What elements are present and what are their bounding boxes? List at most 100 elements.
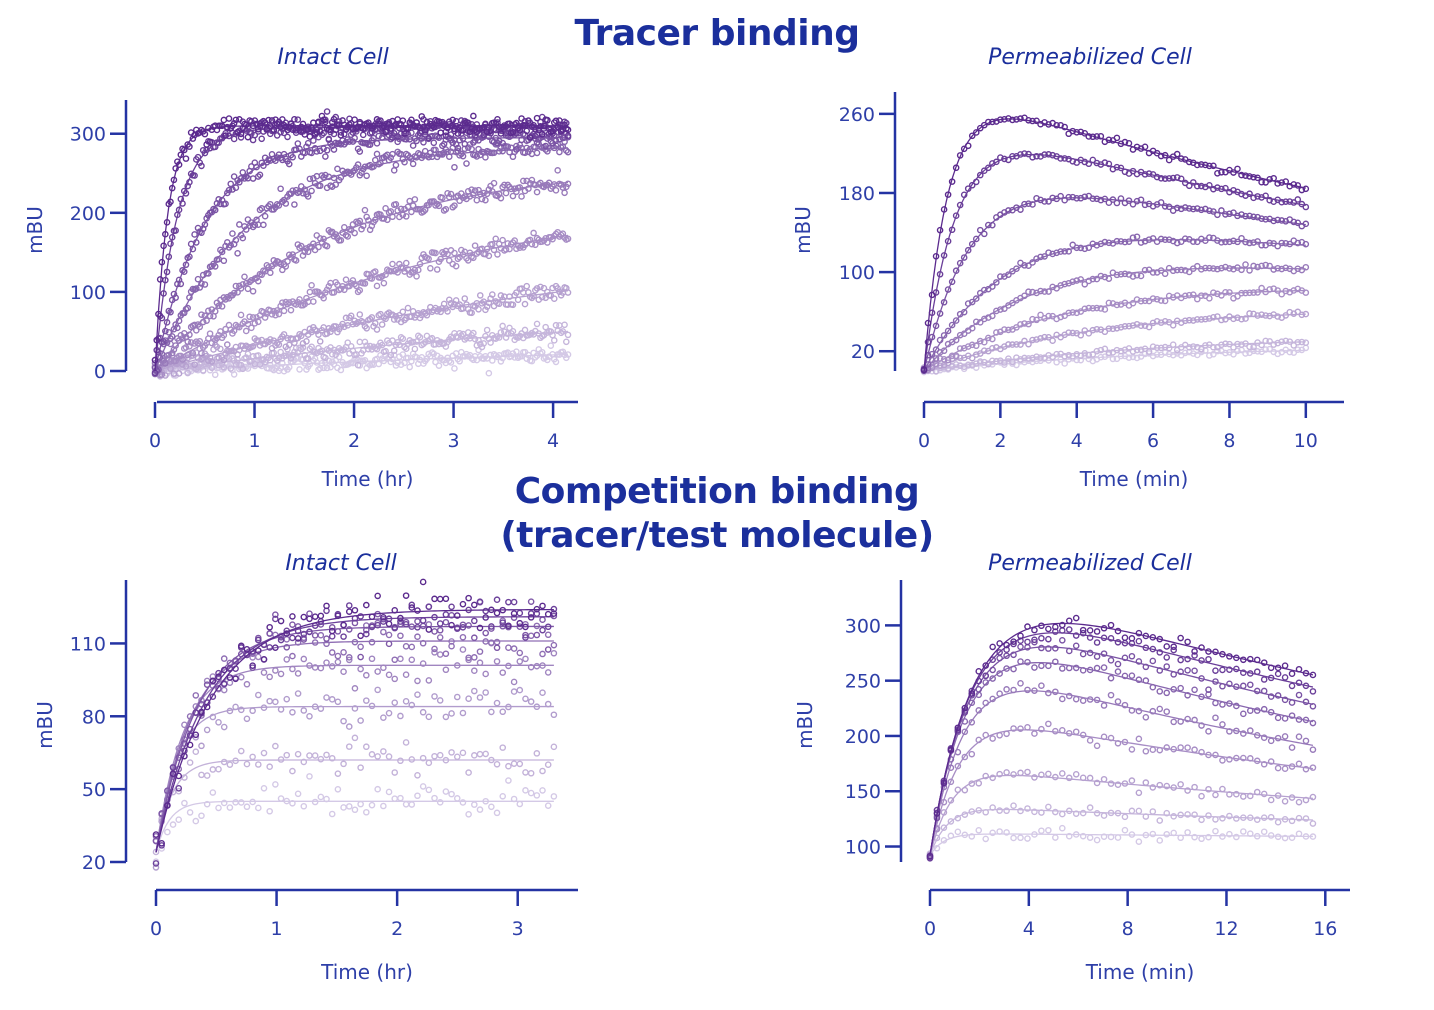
comp-perm-point <box>1260 734 1268 742</box>
comp-intact-point <box>351 734 359 742</box>
comp-perm-point <box>1107 780 1115 787</box>
tracer-perm-point <box>1238 234 1245 242</box>
tracer-intact-point <box>390 167 398 174</box>
tracer-perm-point <box>1085 133 1093 140</box>
comp-perm-point <box>1058 665 1066 672</box>
comp-perm-point <box>1184 691 1191 699</box>
tracer-intact-point <box>504 330 512 338</box>
tracer-perm-point <box>1153 318 1161 325</box>
tracer-perm-point <box>1149 343 1157 350</box>
tracer-intact-point <box>430 139 438 147</box>
tracer-intact-point <box>206 330 214 337</box>
tracer-intact-point <box>303 337 310 345</box>
comp-intact-point <box>476 598 484 605</box>
comp-intact-point <box>266 630 273 637</box>
tracer-intact-point <box>421 131 429 138</box>
comp-intact-point <box>431 645 438 653</box>
tracer-intact-point <box>516 127 524 134</box>
tracer-intact-point <box>509 128 517 136</box>
comp-perm-point <box>1142 713 1150 721</box>
tracer-intact-point <box>533 285 541 292</box>
tracer-intact-point <box>532 241 539 249</box>
comp-intact-y-tick-label: 20 <box>82 852 106 874</box>
comp-perm-point <box>1302 765 1310 773</box>
tracer-intact-point <box>444 308 451 315</box>
tracer-intact-point <box>499 139 506 147</box>
tracer-perm-fit-line <box>923 349 1306 372</box>
comp-perm-point <box>1121 634 1129 642</box>
tracer-perm-point <box>1053 249 1060 257</box>
comp-intact-point <box>448 621 455 629</box>
comp-intact-point <box>289 767 296 775</box>
comp-perm-y-tick-label: 200 <box>845 726 881 748</box>
tracer-intact-point <box>344 233 352 240</box>
tracer-perm-point <box>952 212 960 219</box>
comp-intact-point <box>260 669 268 676</box>
comp-intact-point <box>328 810 336 818</box>
comp-intact-point <box>152 860 160 867</box>
tracer-perm-point <box>1125 354 1133 361</box>
comp-intact-point <box>448 603 455 611</box>
comp-intact-point <box>209 677 217 685</box>
tracer-perm-point <box>1206 295 1213 302</box>
tracer-intact-point <box>542 146 549 153</box>
comp-intact-point <box>306 713 313 720</box>
tracer-intact-point <box>380 279 388 287</box>
comp-intact-point <box>266 807 273 815</box>
comp-perm-point <box>1072 695 1080 703</box>
tracer-intact-x-tick-label: 0 <box>149 430 161 452</box>
comp-intact-point <box>345 602 353 609</box>
comp-intact-point <box>277 795 285 802</box>
comp-perm-point <box>1017 807 1024 815</box>
comp-perm-point <box>1226 756 1233 763</box>
tracer-intact-point <box>179 200 186 207</box>
tracer-intact-point <box>487 127 494 135</box>
comp-intact-point <box>522 655 529 663</box>
comp-perm-point <box>1288 744 1296 751</box>
tracer-intact-point <box>237 311 245 319</box>
tracer-perm-point <box>1005 355 1012 362</box>
comp-intact-point <box>436 620 444 627</box>
tracer-perm-point <box>1302 203 1310 211</box>
tracer-intact-x-tick-label: 4 <box>547 430 559 452</box>
comp-intact-point <box>255 691 262 699</box>
comp-intact-point <box>544 610 552 618</box>
tracer-intact-point <box>473 196 481 204</box>
tracer-perm-point <box>1061 360 1068 367</box>
comp-intact-point <box>368 751 376 758</box>
comp-perm-point <box>1191 811 1198 818</box>
comp-intact-point <box>243 760 251 768</box>
comp-perm-point <box>1045 635 1052 643</box>
comp-perm-point <box>1003 769 1010 776</box>
tracer-intact-point <box>382 128 389 136</box>
comp-perm-point <box>1079 809 1087 817</box>
tracer-intact-point <box>215 302 222 310</box>
comp-intact-point <box>374 621 381 629</box>
comp-perm-point <box>1281 834 1289 842</box>
tracer-intact-point <box>296 145 303 153</box>
tracer-intact-point <box>217 345 224 353</box>
comp-intact-x-tick-label: 3 <box>512 918 524 940</box>
comp-intact-point <box>385 709 393 717</box>
tracer-intact-point <box>471 335 479 343</box>
tracer-perm-series-4 <box>920 233 1310 374</box>
comp-perm-point <box>1093 653 1101 660</box>
comp-intact-point <box>510 614 518 621</box>
tracer-intact-point <box>414 266 422 274</box>
comp-perm-point <box>1045 662 1052 670</box>
tracer-intact-point <box>363 213 370 221</box>
tracer-perm-point <box>1021 150 1028 157</box>
comp-intact-point <box>328 624 336 631</box>
comp-intact-point <box>186 759 194 766</box>
comp-perm-point <box>996 770 1003 778</box>
tracer-intact-point <box>452 262 460 270</box>
tracer-intact-fit-line <box>154 147 569 372</box>
comp-intact-point <box>220 686 228 694</box>
comp-intact-point <box>266 697 273 705</box>
tracer-perm-point <box>993 307 1000 315</box>
tracer-intact-point <box>511 237 518 244</box>
comp-intact-point <box>442 650 450 658</box>
tracer-intact-point <box>375 360 383 368</box>
comp-intact-point <box>363 808 370 816</box>
comp-perm-series-7 <box>926 768 1317 861</box>
